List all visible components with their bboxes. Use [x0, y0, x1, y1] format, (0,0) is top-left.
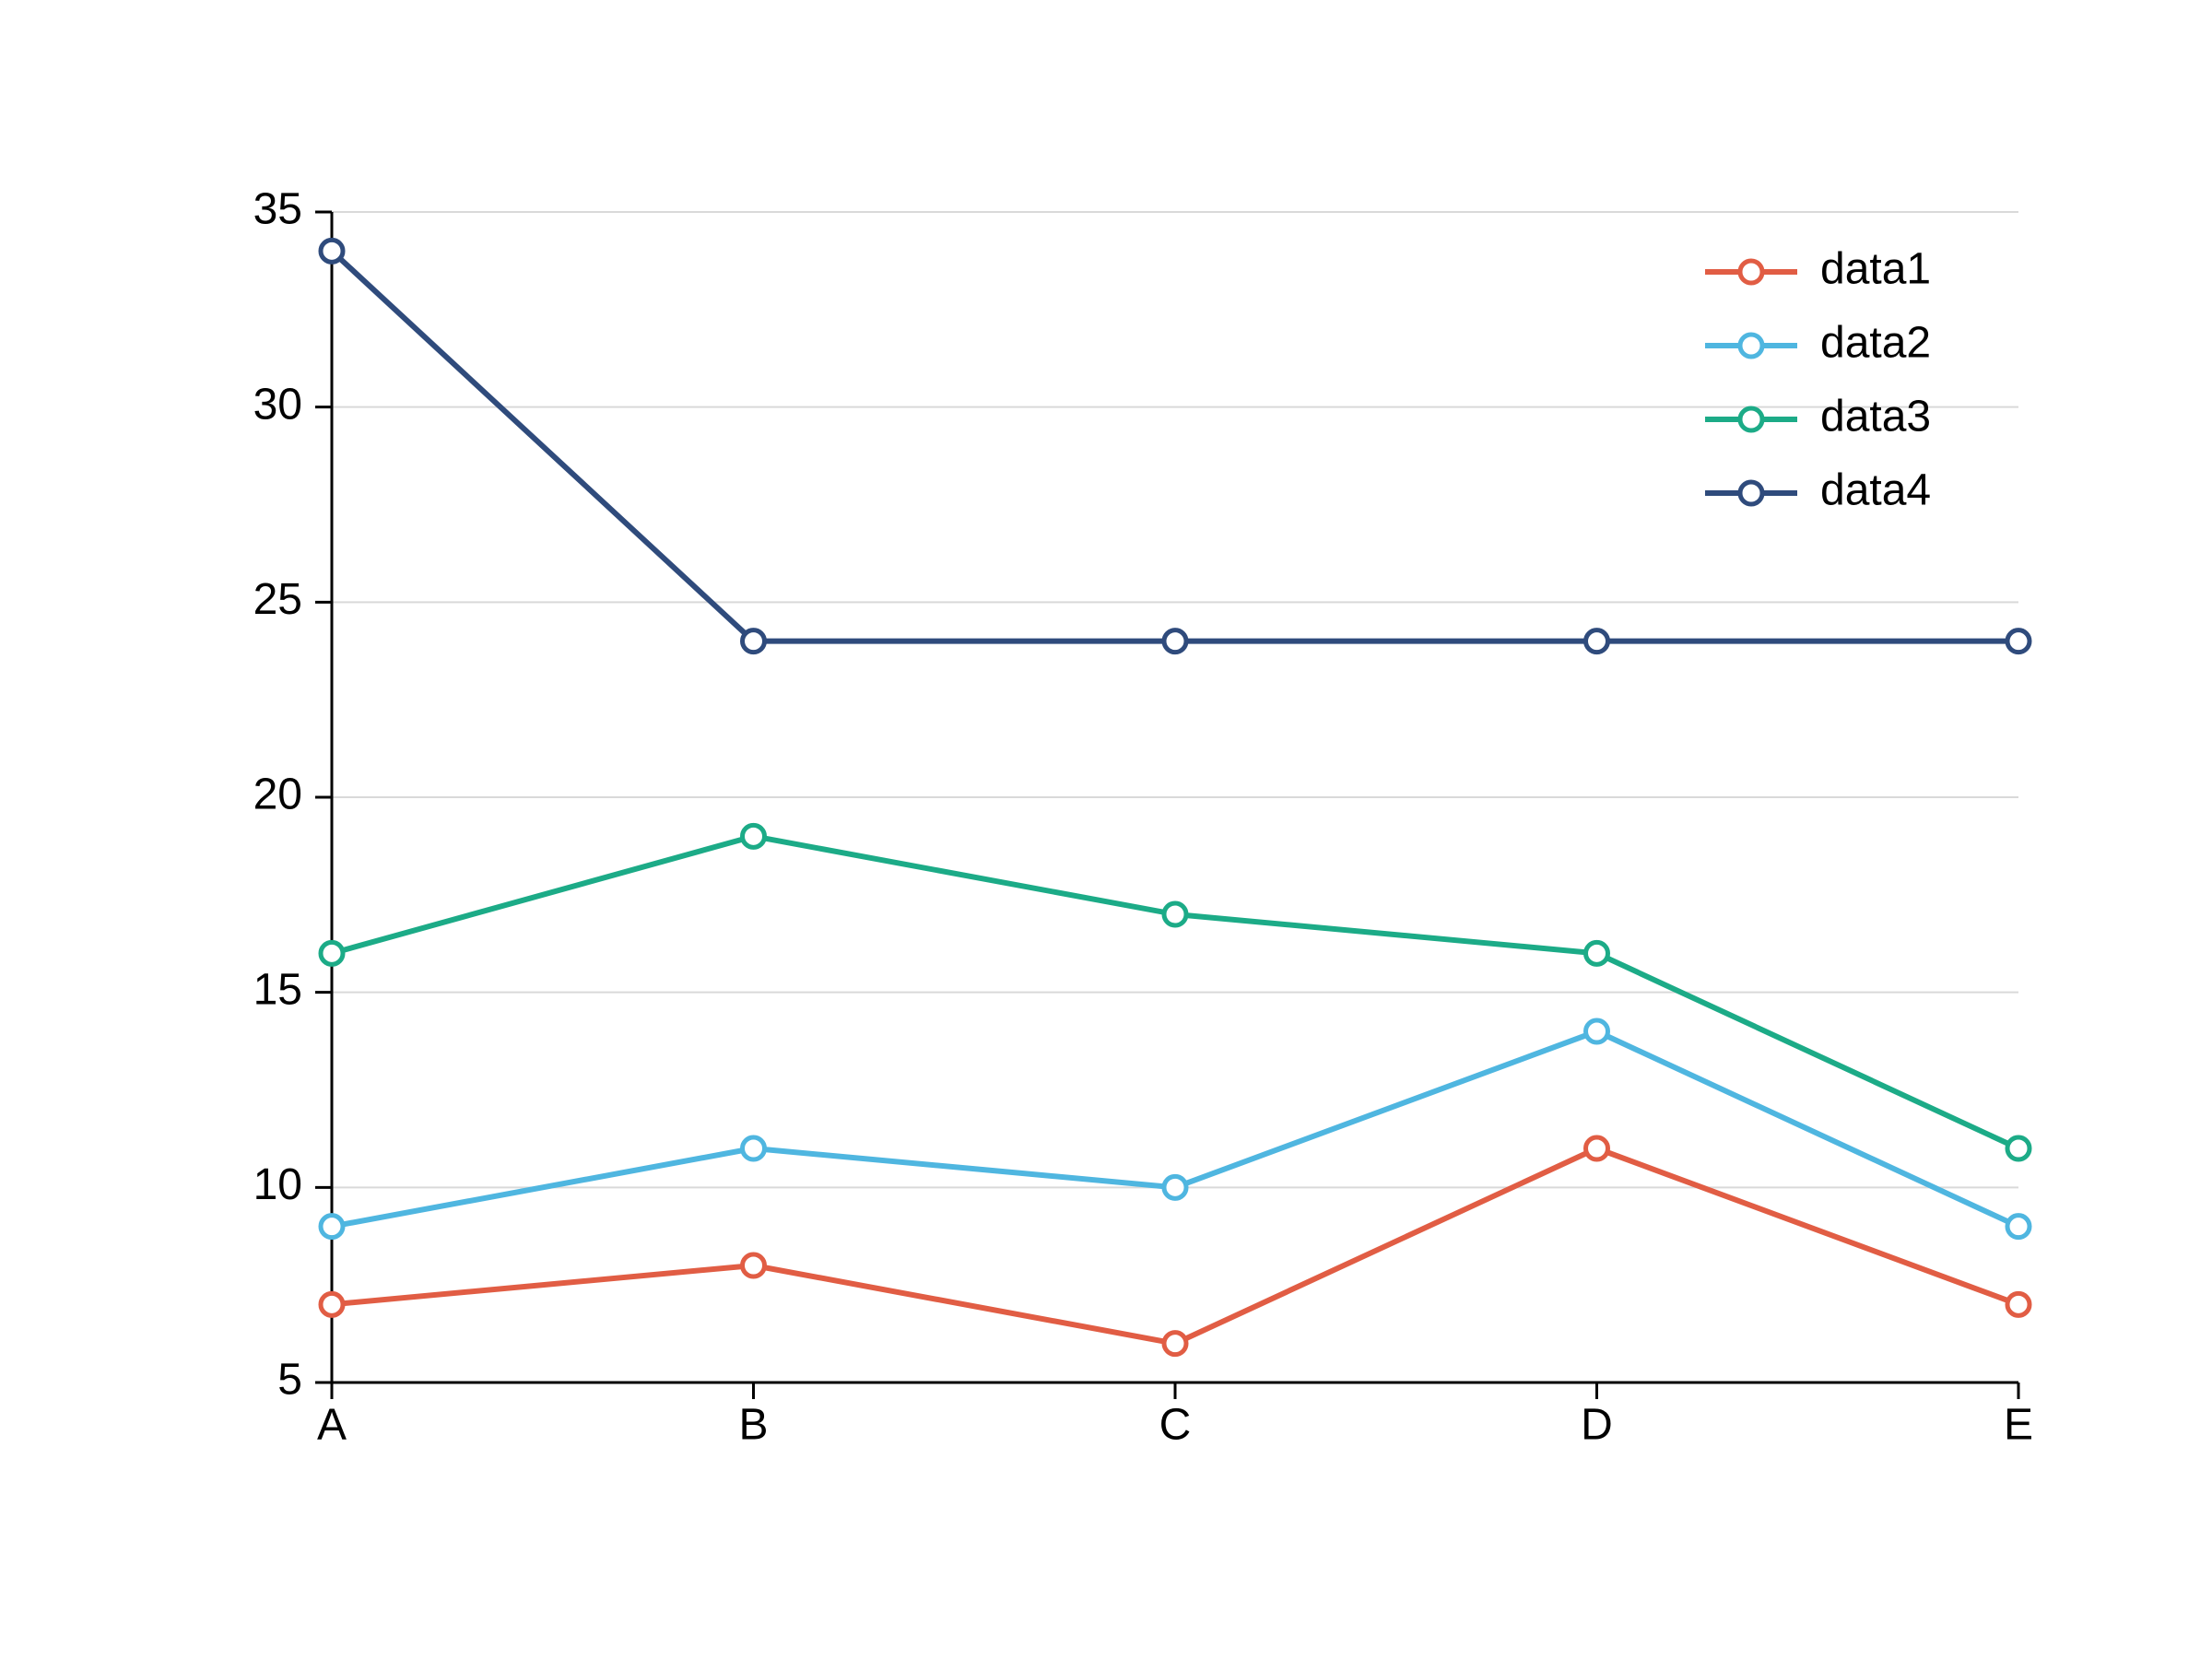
series-marker-data3	[1164, 903, 1186, 925]
x-tick-label: A	[317, 1401, 347, 1450]
series-marker-data1	[1164, 1333, 1186, 1355]
legend-marker-data3	[1740, 408, 1762, 430]
legend-label-data2: data2	[1820, 319, 1931, 368]
legend-marker-data4	[1740, 482, 1762, 504]
y-tick-label: 25	[253, 575, 302, 624]
legend-marker-data2	[1740, 335, 1762, 357]
y-tick-label: 20	[253, 771, 302, 819]
series-marker-data2	[1586, 1020, 1608, 1042]
chart-svg: 5 10 15 20 25 30 35 A B C D Edata1 data2 data3 data4	[0, 0, 2212, 1659]
y-tick-label: 15	[253, 965, 302, 1014]
series-marker-data1	[2007, 1293, 2030, 1315]
series-marker-data3	[321, 942, 343, 964]
line-chart: 5 10 15 20 25 30 35 A B C D Edata1 data2 data3 data4	[0, 0, 2212, 1659]
series-marker-data4	[1586, 630, 1608, 653]
series-marker-data3	[1586, 942, 1608, 964]
y-tick-label: 5	[277, 1356, 302, 1405]
legend-label-data3: data3	[1820, 393, 1931, 441]
x-tick-label: C	[1159, 1401, 1192, 1450]
x-tick-label: E	[2004, 1401, 2033, 1450]
series-marker-data1	[743, 1254, 765, 1277]
series-marker-data4	[321, 240, 343, 262]
series-marker-data4	[743, 630, 765, 653]
series-marker-data1	[1586, 1137, 1608, 1159]
series-marker-data4	[2007, 630, 2030, 653]
legend-label-data1: data1	[1820, 245, 1931, 294]
legend-marker-data1	[1740, 261, 1762, 283]
x-tick-label: D	[1581, 1401, 1613, 1450]
series-marker-data2	[743, 1137, 765, 1159]
y-tick-label: 10	[253, 1160, 302, 1209]
series-marker-data2	[2007, 1216, 2030, 1238]
series-marker-data2	[1164, 1176, 1186, 1198]
y-tick-label: 30	[253, 380, 302, 429]
series-marker-data1	[321, 1293, 343, 1315]
series-marker-data3	[743, 825, 765, 847]
x-tick-label: B	[738, 1401, 768, 1450]
series-marker-data2	[321, 1216, 343, 1238]
series-marker-data4	[1164, 630, 1186, 653]
y-tick-label: 35	[253, 185, 302, 234]
legend-label-data4: data4	[1820, 466, 1931, 515]
series-marker-data3	[2007, 1137, 2030, 1159]
